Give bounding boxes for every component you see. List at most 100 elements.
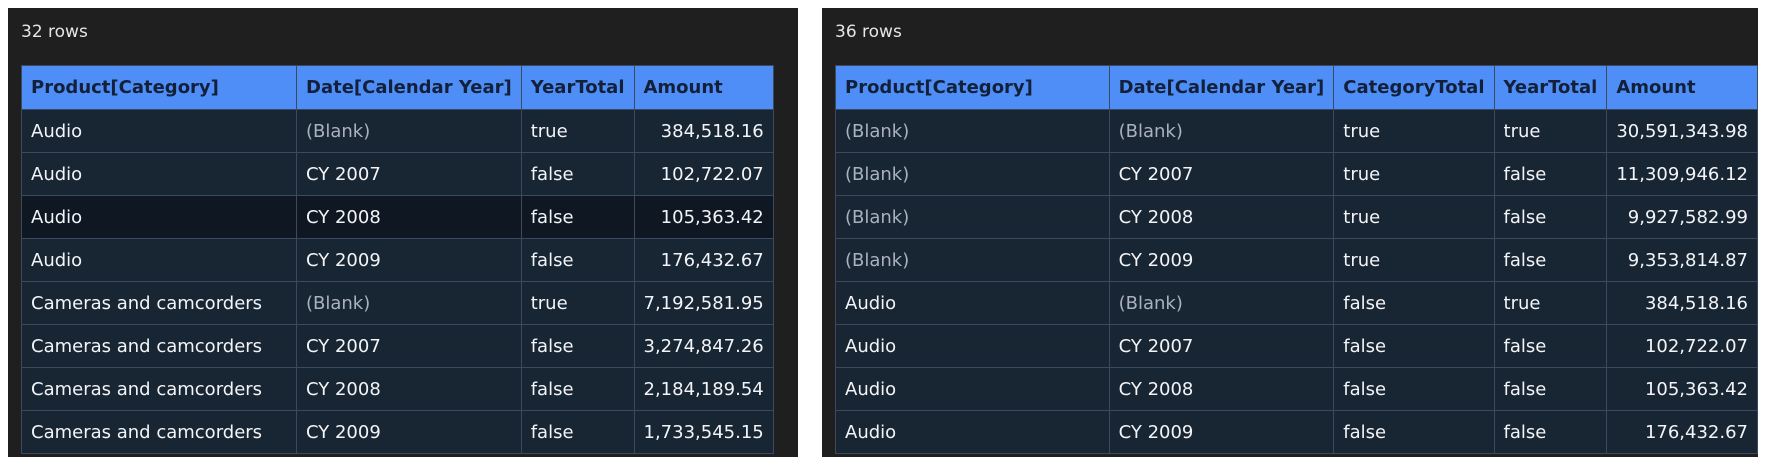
cell-amount: 3,274,847.26 (633, 324, 774, 368)
table-row[interactable]: Audio CY 2007 false 102,722.07 (21, 152, 774, 196)
cell-category: (Blank) (835, 238, 1110, 282)
cell-amount: 105,363.42 (1606, 367, 1758, 411)
cell-year: (Blank) (1108, 281, 1335, 325)
cell-year: CY 2007 (296, 152, 522, 196)
cell-yeartotal: false (1493, 367, 1608, 411)
cell-year: CY 2007 (1108, 152, 1335, 196)
cell-amount: 1,733,545.15 (633, 410, 774, 454)
cell-year: CY 2009 (1108, 410, 1335, 454)
cell-category: Cameras and camcorders (21, 281, 297, 325)
cell-category: Audio (835, 324, 1110, 368)
cell-yeartotal: false (520, 152, 635, 196)
column-header[interactable]: Amount (1606, 65, 1758, 110)
cell-year: (Blank) (1108, 109, 1335, 153)
cell-category: Audio (21, 238, 297, 282)
table-row[interactable]: Audio (Blank) true 384,518.16 (21, 109, 774, 153)
column-header[interactable]: Date[Calendar Year] (296, 65, 522, 110)
cell-year: (Blank) (296, 109, 522, 153)
cell-categorytotal: false (1333, 281, 1495, 325)
cell-year: CY 2008 (1108, 195, 1335, 239)
cell-yeartotal: true (1493, 281, 1608, 325)
cell-year: CY 2008 (296, 195, 522, 239)
cell-year: CY 2007 (1108, 324, 1335, 368)
row-count-label: 32 rows (21, 22, 88, 42)
cell-yeartotal: true (1493, 109, 1608, 153)
column-header[interactable]: Date[Calendar Year] (1108, 65, 1335, 110)
column-header[interactable]: YearTotal (520, 65, 635, 110)
cell-categorytotal: false (1333, 367, 1495, 411)
cell-yeartotal: false (520, 410, 635, 454)
cell-amount: 30,591,343.98 (1606, 109, 1758, 153)
cell-yeartotal: true (520, 281, 635, 325)
column-header[interactable]: Product[Category] (21, 65, 297, 110)
header-row: Product[Category] Date[Calendar Year] Ye… (21, 65, 774, 110)
results-panel-left: 32 rows Product[Category] Date[Calendar … (8, 8, 798, 457)
cell-yeartotal: false (520, 238, 635, 282)
cell-yeartotal: false (1493, 195, 1608, 239)
results-panel-right: 36 rows Product[Category] Date[Calendar … (822, 8, 1758, 457)
cell-amount: 2,184,189.54 (633, 367, 774, 411)
results-grid-right: Product[Category] Date[Calendar Year] Ca… (835, 65, 1758, 454)
cell-category: (Blank) (835, 152, 1110, 196)
cell-year: CY 2009 (296, 238, 522, 282)
cell-year: CY 2009 (296, 410, 522, 454)
table-row[interactable]: Audio CY 2009 false 176,432.67 (21, 238, 774, 282)
cell-amount: 176,432.67 (1606, 410, 1758, 454)
results-grid-left: Product[Category] Date[Calendar Year] Ye… (21, 65, 774, 454)
cell-categorytotal: true (1333, 109, 1495, 153)
cell-yeartotal: true (520, 109, 635, 153)
table-row[interactable]: (Blank) (Blank) true true 30,591,343.98 (835, 109, 1758, 153)
cell-amount: 102,722.07 (633, 152, 774, 196)
column-header[interactable]: CategoryTotal (1333, 65, 1495, 110)
cell-category: Audio (835, 367, 1110, 411)
cell-yeartotal: false (1493, 410, 1608, 454)
table-row[interactable]: Audio CY 2008 false false 105,363.42 (835, 367, 1758, 411)
table-row[interactable]: Cameras and camcorders CY 2009 false 1,7… (21, 410, 774, 454)
cell-categorytotal: false (1333, 324, 1495, 368)
cell-category: Cameras and camcorders (21, 324, 297, 368)
cell-amount: 11,309,946.12 (1606, 152, 1758, 196)
cell-categorytotal: false (1333, 410, 1495, 454)
cell-yeartotal: false (520, 195, 635, 239)
cell-category: Audio (21, 152, 297, 196)
cell-category: Audio (21, 109, 297, 153)
cell-category: (Blank) (835, 109, 1110, 153)
table-row[interactable]: Audio CY 2009 false false 176,432.67 (835, 410, 1758, 454)
cell-yeartotal: false (1493, 238, 1608, 282)
column-header[interactable]: YearTotal (1493, 65, 1608, 110)
table-row-hovered[interactable]: Audio CY 2008 false 105,363.42 (21, 195, 774, 239)
table-row[interactable]: Audio CY 2007 false false 102,722.07 (835, 324, 1758, 368)
cell-year: CY 2007 (296, 324, 522, 368)
cell-category: (Blank) (835, 195, 1110, 239)
column-header[interactable]: Product[Category] (835, 65, 1110, 110)
cell-category: Audio (835, 281, 1110, 325)
cell-year: (Blank) (296, 281, 522, 325)
cell-year: CY 2008 (1108, 367, 1335, 411)
cell-amount: 9,353,814.87 (1606, 238, 1758, 282)
cell-amount: 9,927,582.99 (1606, 195, 1758, 239)
cell-amount: 176,432.67 (633, 238, 774, 282)
cell-amount: 384,518.16 (633, 109, 774, 153)
header-row: Product[Category] Date[Calendar Year] Ca… (835, 65, 1758, 110)
table-row[interactable]: Cameras and camcorders CY 2008 false 2,1… (21, 367, 774, 411)
table-row[interactable]: (Blank) CY 2008 true false 9,927,582.99 (835, 195, 1758, 239)
column-header[interactable]: Amount (633, 65, 774, 110)
cell-category: Cameras and camcorders (21, 410, 297, 454)
cell-amount: 105,363.42 (633, 195, 774, 239)
cell-categorytotal: true (1333, 152, 1495, 196)
table-row[interactable]: Cameras and camcorders (Blank) true 7,19… (21, 281, 774, 325)
cell-category: Audio (21, 195, 297, 239)
cell-amount: 384,518.16 (1606, 281, 1758, 325)
table-row[interactable]: Audio (Blank) false true 384,518.16 (835, 281, 1758, 325)
table-row[interactable]: (Blank) CY 2007 true false 11,309,946.12 (835, 152, 1758, 196)
cell-year: CY 2008 (296, 367, 522, 411)
cell-yeartotal: false (1493, 152, 1608, 196)
cell-categorytotal: true (1333, 238, 1495, 282)
table-row[interactable]: Cameras and camcorders CY 2007 false 3,2… (21, 324, 774, 368)
cell-categorytotal: true (1333, 195, 1495, 239)
cell-amount: 102,722.07 (1606, 324, 1758, 368)
cell-yeartotal: false (520, 324, 635, 368)
row-count-label: 36 rows (835, 22, 902, 42)
table-row[interactable]: (Blank) CY 2009 true false 9,353,814.87 (835, 238, 1758, 282)
cell-yeartotal: false (1493, 324, 1608, 368)
